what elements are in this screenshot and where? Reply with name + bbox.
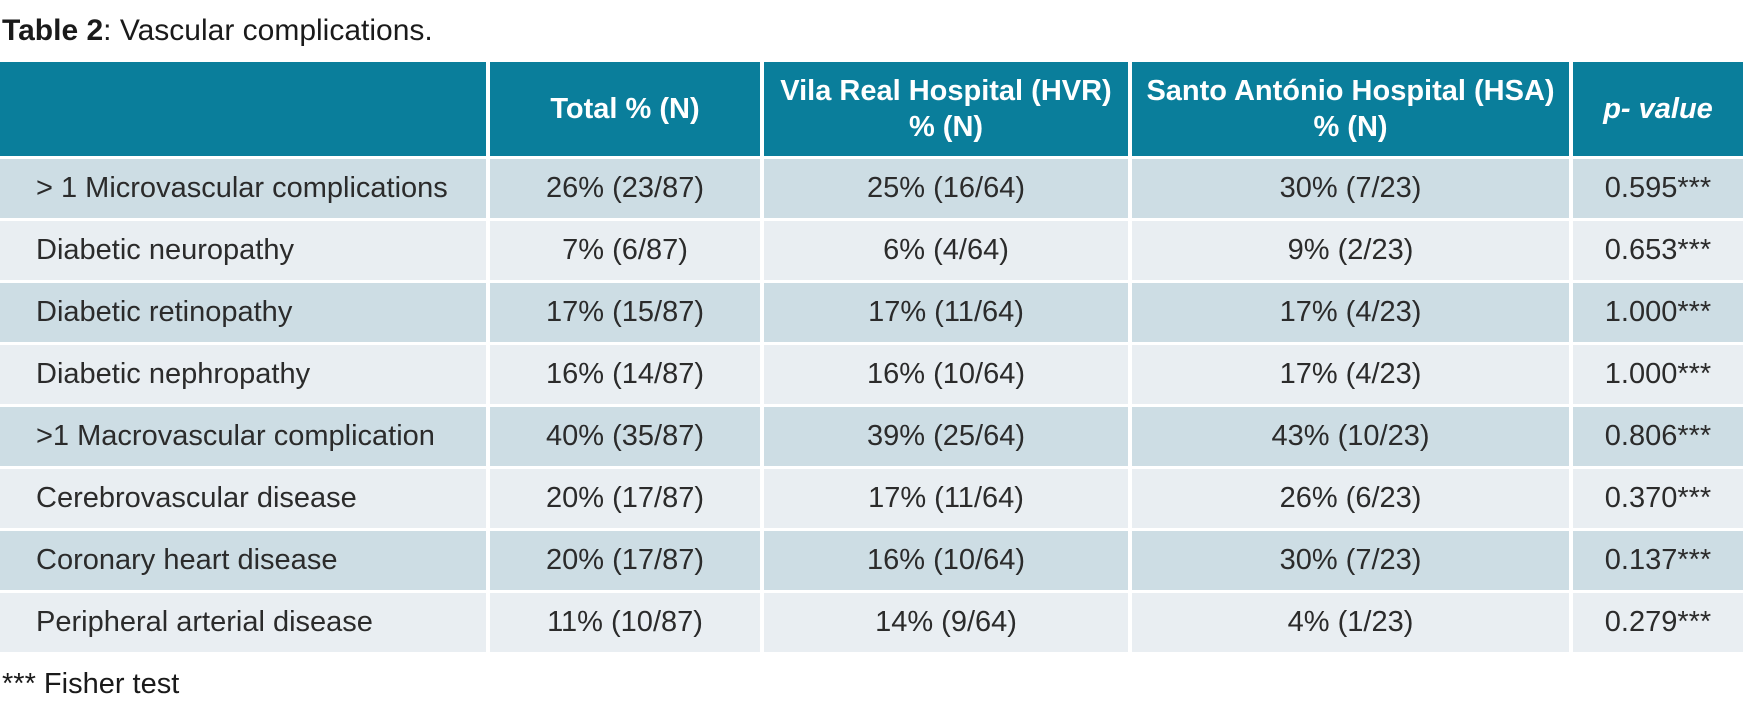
cell-total-value: 20% (17/87)	[486, 528, 760, 590]
cell-hsa-value: 17% (4/23)	[1128, 342, 1569, 404]
cell-p-value: 0.137***	[1569, 528, 1743, 590]
cell-hvr-value: 16% (10/64)	[760, 528, 1128, 590]
cell-hvr-value: 16% (10/64)	[760, 342, 1128, 404]
cell-p-value: 0.370***	[1569, 466, 1743, 528]
cell-hsa-value: 30% (7/23)	[1128, 156, 1569, 218]
cell-hsa-value: 26% (6/23)	[1128, 466, 1569, 528]
cell-hsa-value: 17% (4/23)	[1128, 280, 1569, 342]
row-label: Diabetic neuropathy	[0, 218, 486, 280]
table-row: Diabetic nephropathy 16% (14/87) 16% (10…	[0, 342, 1743, 404]
cell-total-value: 7% (6/87)	[486, 218, 760, 280]
table-body: > 1 Microvascular complications 26% (23/…	[0, 156, 1743, 652]
table-header: Total % (N) Vila Real Hospital (HVR) % (…	[0, 62, 1743, 156]
vascular-complications-table: Total % (N) Vila Real Hospital (HVR) % (…	[0, 62, 1743, 652]
cell-p-value: 0.279***	[1569, 590, 1743, 652]
row-label: Peripheral arterial disease	[0, 590, 486, 652]
table-row: Diabetic neuropathy 7% (6/87) 6% (4/64) …	[0, 218, 1743, 280]
cell-hsa-value: 9% (2/23)	[1128, 218, 1569, 280]
cell-hvr-value: 14% (9/64)	[760, 590, 1128, 652]
row-label: >1 Macrovascular complication	[0, 404, 486, 466]
cell-p-value: 1.000***	[1569, 280, 1743, 342]
cell-hsa-value: 30% (7/23)	[1128, 528, 1569, 590]
table-row: Diabetic retinopathy 17% (15/87) 17% (11…	[0, 280, 1743, 342]
cell-hvr-value: 39% (25/64)	[760, 404, 1128, 466]
cell-total-value: 17% (15/87)	[486, 280, 760, 342]
cell-hvr-value: 17% (11/64)	[760, 280, 1128, 342]
cell-total-value: 16% (14/87)	[486, 342, 760, 404]
cell-hvr-value: 25% (16/64)	[760, 156, 1128, 218]
cell-total-value: 11% (10/87)	[486, 590, 760, 652]
cell-hvr-value: 6% (4/64)	[760, 218, 1128, 280]
table-row: Coronary heart disease 20% (17/87) 16% (…	[0, 528, 1743, 590]
cell-p-value: 0.595***	[1569, 156, 1743, 218]
header-cell-hvr: Vila Real Hospital (HVR) % (N)	[760, 62, 1128, 156]
row-label: Diabetic retinopathy	[0, 280, 486, 342]
cell-p-value: 0.653***	[1569, 218, 1743, 280]
row-label: Cerebrovascular disease	[0, 466, 486, 528]
table-row: > 1 Microvascular complications 26% (23/…	[0, 156, 1743, 218]
table-caption-label: Table 2	[2, 14, 104, 47]
header-cell-pvalue: p- value	[1569, 62, 1743, 156]
cell-hsa-value: 4% (1/23)	[1128, 590, 1569, 652]
table-row: Cerebrovascular disease 20% (17/87) 17% …	[0, 466, 1743, 528]
table-caption: Table 2: Vascular complications.	[2, 14, 1743, 48]
header-cell-hsa: Santo António Hospital (HSA) % (N)	[1128, 62, 1569, 156]
header-cell-total: Total % (N)	[486, 62, 760, 156]
cell-total-value: 20% (17/87)	[486, 466, 760, 528]
table-row: >1 Macrovascular complication 40% (35/87…	[0, 404, 1743, 466]
cell-p-value: 1.000***	[1569, 342, 1743, 404]
cell-hsa-value: 43% (10/23)	[1128, 404, 1569, 466]
footnote-fisher-test: *** Fisher test	[2, 668, 180, 700]
row-label: Coronary heart disease	[0, 528, 486, 590]
header-cell-empty	[0, 62, 486, 156]
header-row: Total % (N) Vila Real Hospital (HVR) % (…	[0, 62, 1743, 156]
cell-p-value: 0.806***	[1569, 404, 1743, 466]
cell-total-value: 40% (35/87)	[486, 404, 760, 466]
row-label: Diabetic nephropathy	[0, 342, 486, 404]
page: Table 2: Vascular complications. Total %…	[0, 14, 1743, 701]
cell-total-value: 26% (23/87)	[486, 156, 760, 218]
row-label: > 1 Microvascular complications	[0, 156, 486, 218]
table-caption-text: : Vascular complications.	[103, 14, 433, 47]
cell-hvr-value: 17% (11/64)	[760, 466, 1128, 528]
table-row: Peripheral arterial disease 11% (10/87) …	[0, 590, 1743, 652]
